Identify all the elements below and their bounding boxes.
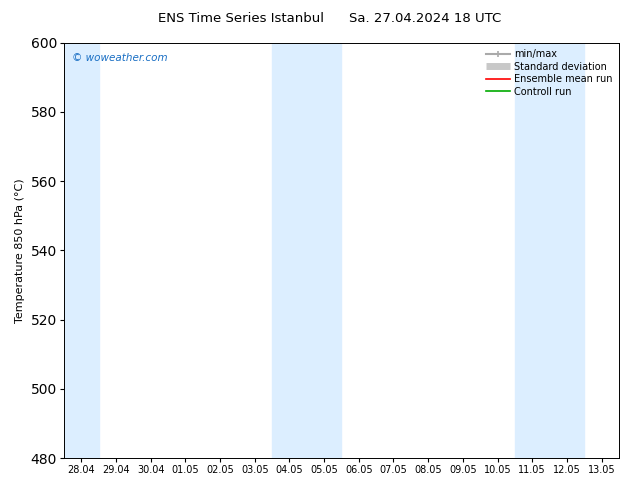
Text: ENS Time Series Istanbul: ENS Time Series Istanbul: [158, 12, 324, 25]
Bar: [272, 43, 342, 458]
Bar: [515, 43, 585, 458]
Text: © woweather.com: © woweather.com: [72, 53, 168, 63]
Text: Sa. 27.04.2024 18 UTC: Sa. 27.04.2024 18 UTC: [349, 12, 501, 25]
Y-axis label: Temperature 850 hPa (°C): Temperature 850 hPa (°C): [15, 178, 25, 322]
Legend: min/max, Standard deviation, Ensemble mean run, Controll run: min/max, Standard deviation, Ensemble me…: [484, 48, 614, 98]
Bar: [64, 43, 98, 458]
